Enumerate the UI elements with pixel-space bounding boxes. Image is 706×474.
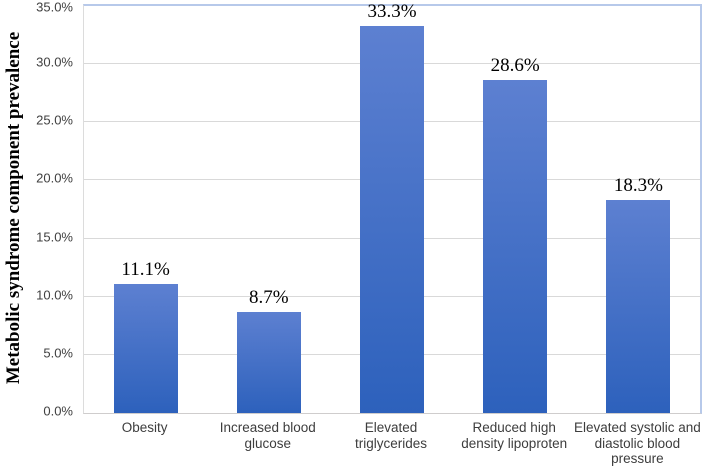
- y-tick-label: 35.0%: [36, 0, 73, 15]
- bar-column: 28.6%: [454, 6, 577, 413]
- bar-column: 8.7%: [207, 6, 330, 413]
- x-category-label: Reduced high density lipoproten: [461, 420, 568, 451]
- bar-1: [113, 283, 178, 413]
- x-category-label: Increased blood glucose: [219, 420, 316, 451]
- bar-column: 33.3%: [330, 1, 453, 413]
- plot-area: 11.1% 8.7% 33.3% 28.6% 18.3%: [83, 1, 702, 414]
- x-category-label: Elevated systolic and diastolic blood pres…: [573, 420, 701, 466]
- y-tick-label: 5.0%: [43, 345, 73, 361]
- y-tick-label: 20.0%: [36, 170, 73, 186]
- y-tick-label: 0.0%: [43, 403, 73, 419]
- bar-column: 11.1%: [84, 6, 207, 413]
- bar-value-label: 28.6%: [490, 55, 540, 77]
- bar-5: [606, 200, 671, 413]
- x-axis-category-labels: Obesity Increased blood glucose Elevated tri…: [83, 420, 701, 474]
- x-category-label: Obesity: [121, 420, 168, 435]
- bar-4: [483, 80, 548, 413]
- y-tick-label: 10.0%: [36, 287, 73, 303]
- bar-2: [236, 311, 301, 413]
- bar-value-label: 18.3%: [613, 175, 663, 197]
- bar-3: [359, 25, 424, 413]
- y-tick-label: 25.0%: [36, 112, 73, 128]
- bar-value-label: 33.3%: [367, 0, 417, 22]
- bar-value-label: 11.1%: [121, 258, 170, 280]
- y-tick-label: 30.0%: [36, 54, 73, 70]
- bar-value-label: 8.7%: [248, 286, 289, 308]
- x-category-label: Elevated triglycerides: [354, 420, 428, 451]
- y-tick-label: 15.0%: [36, 229, 73, 245]
- bar-column: 18.3%: [577, 6, 700, 413]
